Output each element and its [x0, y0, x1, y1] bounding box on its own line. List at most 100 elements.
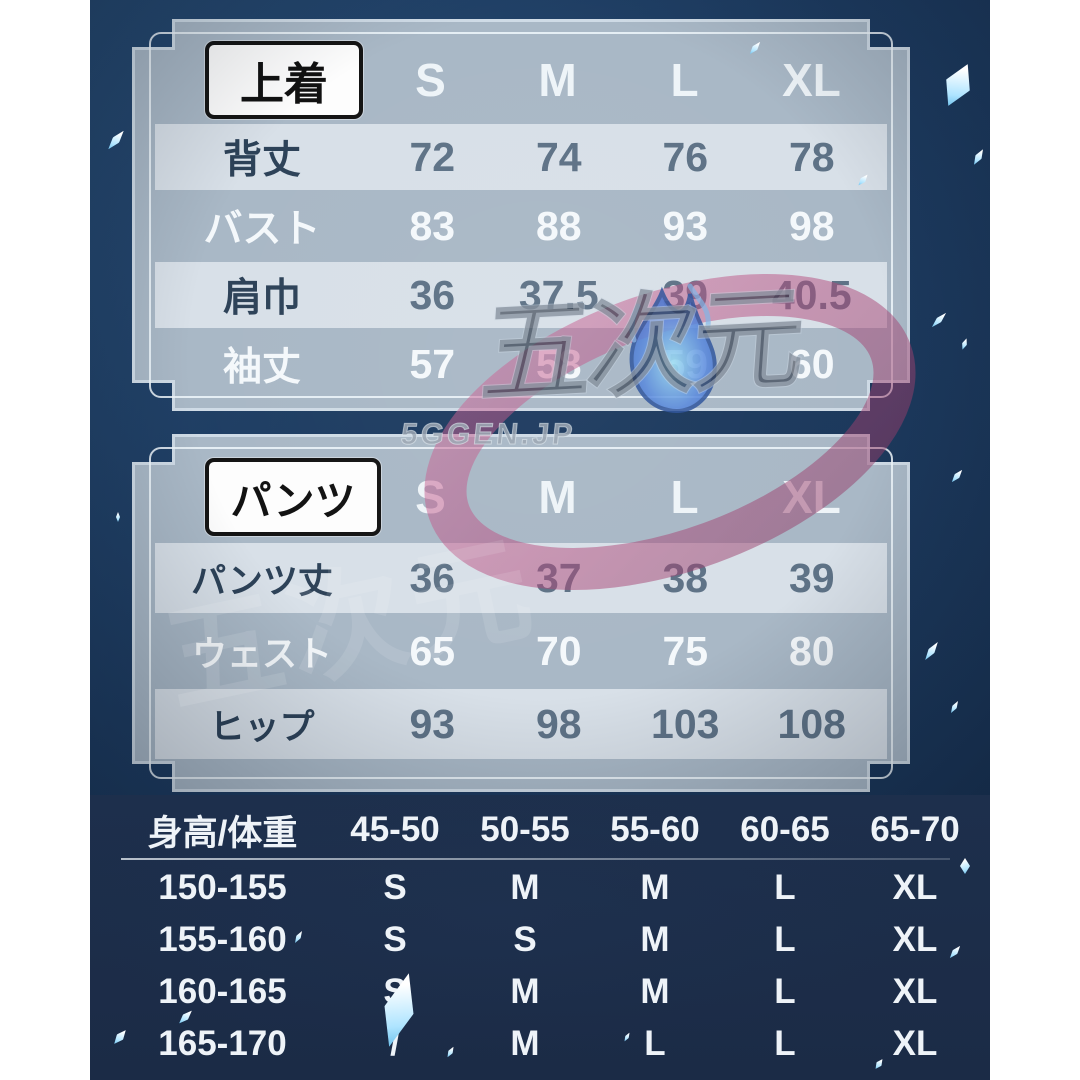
table-row-waist: ウェスト 65 70 75 80	[155, 616, 887, 686]
row-label: ウェスト	[191, 634, 332, 674]
photo-background: 上着 S M L XL 背丈 72 74 76 78	[90, 0, 990, 795]
table-row-bust: バスト 83 88 93 98	[155, 193, 887, 259]
recommended-size: M	[640, 868, 670, 907]
cell-value: 40.5	[771, 271, 852, 318]
weight-header: 60-65	[740, 810, 830, 849]
cell-value: 74	[535, 133, 582, 180]
header-divider-line	[121, 858, 950, 860]
panel-fill	[135, 22, 907, 408]
cell-value: 72	[409, 133, 456, 180]
recommended-size: XL	[892, 868, 938, 907]
jacket-label: 上着	[240, 60, 328, 109]
fit-matrix-header-row: 身高/体重 45-50 50-55 55-60 60-65 65-70	[115, 805, 980, 855]
cell-value: 36	[409, 271, 456, 318]
recommended-size: L	[774, 920, 796, 959]
row-label: 背丈	[222, 139, 301, 182]
jacket-label-box: 上着	[205, 41, 363, 119]
cell-value: 60	[788, 340, 835, 387]
table-row-back-length: 背丈 72 74 76 78	[155, 124, 887, 190]
fit-matrix-row: 150-155 S M M L XL	[115, 862, 980, 914]
panel-fill	[135, 437, 907, 789]
height-weight-corner-label: 身高/体重	[147, 813, 298, 853]
cell-value: 98	[535, 700, 582, 747]
weight-header: 45-50	[350, 810, 440, 849]
row-label: 袖丈	[222, 346, 301, 389]
recommended-size: XL	[892, 972, 938, 1011]
panel-inner-border	[149, 447, 893, 779]
cell-value: 83	[409, 202, 456, 249]
pants-label: パンツ	[230, 478, 356, 524]
pants-header-row: パンツ S M L XL	[153, 451, 889, 543]
recommended-size: L	[774, 972, 796, 1011]
recommended-size: L	[644, 1024, 666, 1063]
brand-watermark: 五次元 5GGEN.JP 五次元	[90, 0, 990, 795]
jacket-size-panel: 上着 S M L XL 背丈 72 74 76 78	[135, 22, 907, 408]
row-label: 肩巾	[222, 277, 301, 320]
panel-inner-border	[149, 32, 893, 398]
fit-matrix-row: 160-165 S M M L XL	[115, 966, 980, 1018]
cell-value: 59	[662, 340, 709, 387]
height-range: 160-165	[158, 972, 287, 1011]
cell-value: 58	[535, 340, 582, 387]
recommended-size: L	[774, 1024, 796, 1063]
recommended-size: L	[774, 868, 796, 907]
recommended-size: S	[383, 920, 407, 959]
size-header-m: M	[538, 54, 577, 106]
pants-label-box: パンツ	[205, 458, 381, 536]
cell-value: 38	[662, 554, 709, 601]
cell-value: 76	[662, 133, 709, 180]
jacket-header-row: 上着 S M L XL	[153, 36, 889, 124]
cell-value: 75	[662, 627, 709, 674]
size-header-xl: XL	[782, 471, 841, 523]
fit-matrix-row: 165-170 / M L L XL	[115, 1018, 980, 1070]
fit-matrix-row: 155-160 S S M L XL	[115, 914, 980, 966]
recommended-size: /	[390, 1024, 400, 1063]
row-label: ヒップ	[209, 707, 315, 747]
weight-header: 65-70	[870, 810, 960, 849]
size-header-l: L	[670, 54, 699, 106]
size-header-s: S	[415, 471, 446, 523]
cell-value: 80	[788, 627, 835, 674]
recommended-size: M	[640, 972, 670, 1011]
sparkle-icon	[960, 858, 970, 874]
recommended-size: M	[640, 920, 670, 959]
height-range: 155-160	[158, 920, 287, 959]
recommended-size: M	[510, 868, 540, 907]
recommended-size: XL	[892, 1024, 938, 1063]
cell-value: 103	[651, 700, 720, 747]
watermark-graphics	[424, 274, 916, 590]
row-label: パンツ丈	[191, 561, 333, 601]
watermark-faint-text: 五次元	[152, 520, 550, 729]
sparkle-icon	[116, 512, 120, 522]
watermark-logo-text: 五次元	[476, 274, 804, 418]
height-range: 165-170	[158, 1024, 287, 1063]
size-header-s: S	[415, 54, 446, 106]
cell-value: 36	[409, 554, 456, 601]
fit-matrix-section: 身高/体重 45-50 50-55 55-60 60-65 65-70 150-…	[90, 795, 990, 1080]
pink-ellipse-swoosh	[424, 274, 916, 590]
cell-value: 88	[535, 202, 582, 249]
size-header-xl: XL	[782, 54, 841, 106]
cell-value: 37	[535, 554, 582, 601]
table-row-pants-length: パンツ丈 36 37 38 39	[155, 543, 887, 613]
cell-value: 37.5	[518, 271, 599, 318]
recommended-size: M	[510, 972, 540, 1011]
cell-value: 108	[777, 700, 846, 747]
blue-flame-icon	[629, 283, 717, 413]
cell-value: 93	[409, 700, 456, 747]
height-range: 150-155	[158, 868, 287, 907]
cell-value: 39	[662, 271, 709, 318]
table-row-shoulder: 肩巾 36 37.5 39 40.5	[155, 262, 887, 328]
recommended-size: XL	[892, 920, 938, 959]
weight-header: 55-60	[610, 810, 700, 849]
size-header-l: L	[670, 471, 699, 523]
watermark-site-text: 5GGEN.JP	[399, 418, 578, 452]
pants-size-panel: パンツ S M L XL パンツ丈 36 37 38 39	[135, 437, 907, 789]
recommended-size: M	[510, 1024, 540, 1063]
content-column: 上着 S M L XL 背丈 72 74 76 78	[90, 0, 990, 1080]
table-row-sleeve: 袖丈 57 58 59 60	[155, 331, 887, 397]
cell-value: 98	[788, 202, 835, 249]
size-header-m: M	[538, 471, 577, 523]
cell-value: 65	[409, 627, 456, 674]
